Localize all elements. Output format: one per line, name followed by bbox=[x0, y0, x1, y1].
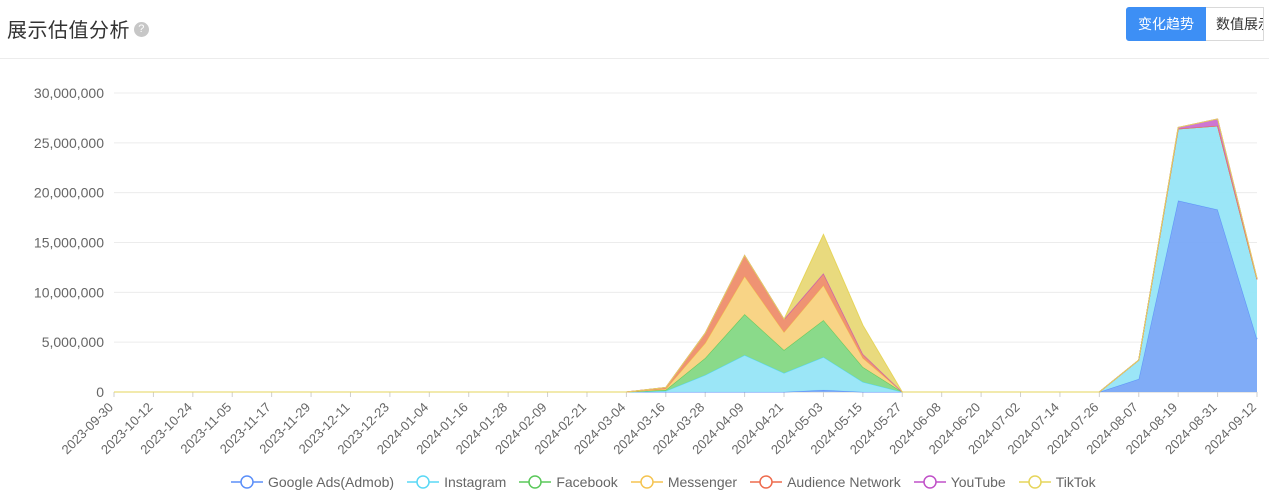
legend-marker-icon bbox=[1018, 475, 1051, 489]
legend-item-messenger[interactable]: Messenger bbox=[630, 474, 737, 490]
y-tick-label: 5,000,000 bbox=[42, 334, 104, 350]
chart-header: 展示估值分析? 变化趋势 数值展示 bbox=[0, 0, 1269, 59]
legend-label: Google Ads(Admob) bbox=[268, 474, 395, 490]
line-series-tiktok bbox=[114, 118, 1258, 393]
legend-label: Facebook bbox=[556, 474, 618, 490]
area-series-audience-network bbox=[114, 125, 1257, 392]
legend-marker-icon bbox=[519, 475, 552, 489]
line-series-facebook bbox=[114, 125, 1258, 393]
area-series-facebook bbox=[114, 125, 1257, 392]
area-series-youtube bbox=[114, 118, 1257, 392]
legend-item-youtube[interactable]: YouTube bbox=[913, 474, 1006, 490]
legend-item-facebook[interactable]: Facebook bbox=[518, 474, 618, 490]
legend-marker-icon bbox=[913, 475, 946, 489]
legend-label: Messenger bbox=[667, 474, 738, 490]
legend-item-audience-network[interactable]: Audience Network bbox=[749, 474, 901, 490]
legend-marker-icon bbox=[630, 475, 663, 489]
view-toggle: 变化趋势 数值展示 bbox=[1126, 7, 1264, 41]
y-tick-label: 15,000,000 bbox=[34, 235, 104, 251]
page-title-text: 展示估值分析 bbox=[7, 20, 130, 42]
legend-item-instagram[interactable]: Instagram bbox=[406, 474, 506, 490]
legend-marker-icon bbox=[407, 475, 440, 489]
stacked-area-chart: 0 5,000,000 10,000,000 15,000,000 20,000,000… bbox=[34, 85, 1259, 457]
page-title: 展示估值分析? bbox=[7, 14, 149, 43]
tab-trend[interactable]: 变化趋势 bbox=[1126, 7, 1206, 41]
legend-label: TikTok bbox=[1055, 474, 1096, 490]
line-series-youtube bbox=[114, 118, 1258, 393]
legend-marker-icon bbox=[231, 475, 263, 489]
y-tick-label: 25,000,000 bbox=[34, 135, 104, 151]
legend-marker-icon bbox=[750, 475, 783, 489]
area-series-messenger bbox=[114, 125, 1257, 392]
legend-label: YouTube bbox=[950, 474, 1006, 490]
area-series-google-ads-admob bbox=[114, 200, 1257, 392]
line-series-messenger bbox=[114, 125, 1258, 393]
chart-legend: Google Ads(Admob) Instagram Facebook Messen… bbox=[230, 472, 1108, 492]
area-series-tiktok bbox=[114, 118, 1257, 392]
y-tick-label: 20,000,000 bbox=[34, 185, 104, 201]
legend-item-tiktok[interactable]: TikTok bbox=[1018, 474, 1096, 490]
legend-item-google-ads-admob[interactable]: Google Ads(Admob) bbox=[230, 474, 394, 490]
line-series-audience-network bbox=[114, 125, 1258, 393]
area-series-instagram bbox=[114, 125, 1257, 392]
y-tick-label: 30,000,000 bbox=[34, 85, 104, 101]
help-icon[interactable]: ? bbox=[134, 22, 149, 38]
legend-label: Audience Network bbox=[787, 474, 901, 490]
tab-values[interactable]: 数值展示 bbox=[1206, 7, 1264, 41]
line-series-instagram bbox=[114, 125, 1258, 393]
y-tick-label: 0 bbox=[96, 384, 104, 400]
legend-label: Instagram bbox=[444, 474, 507, 490]
y-tick-label: 10,000,000 bbox=[34, 284, 104, 300]
